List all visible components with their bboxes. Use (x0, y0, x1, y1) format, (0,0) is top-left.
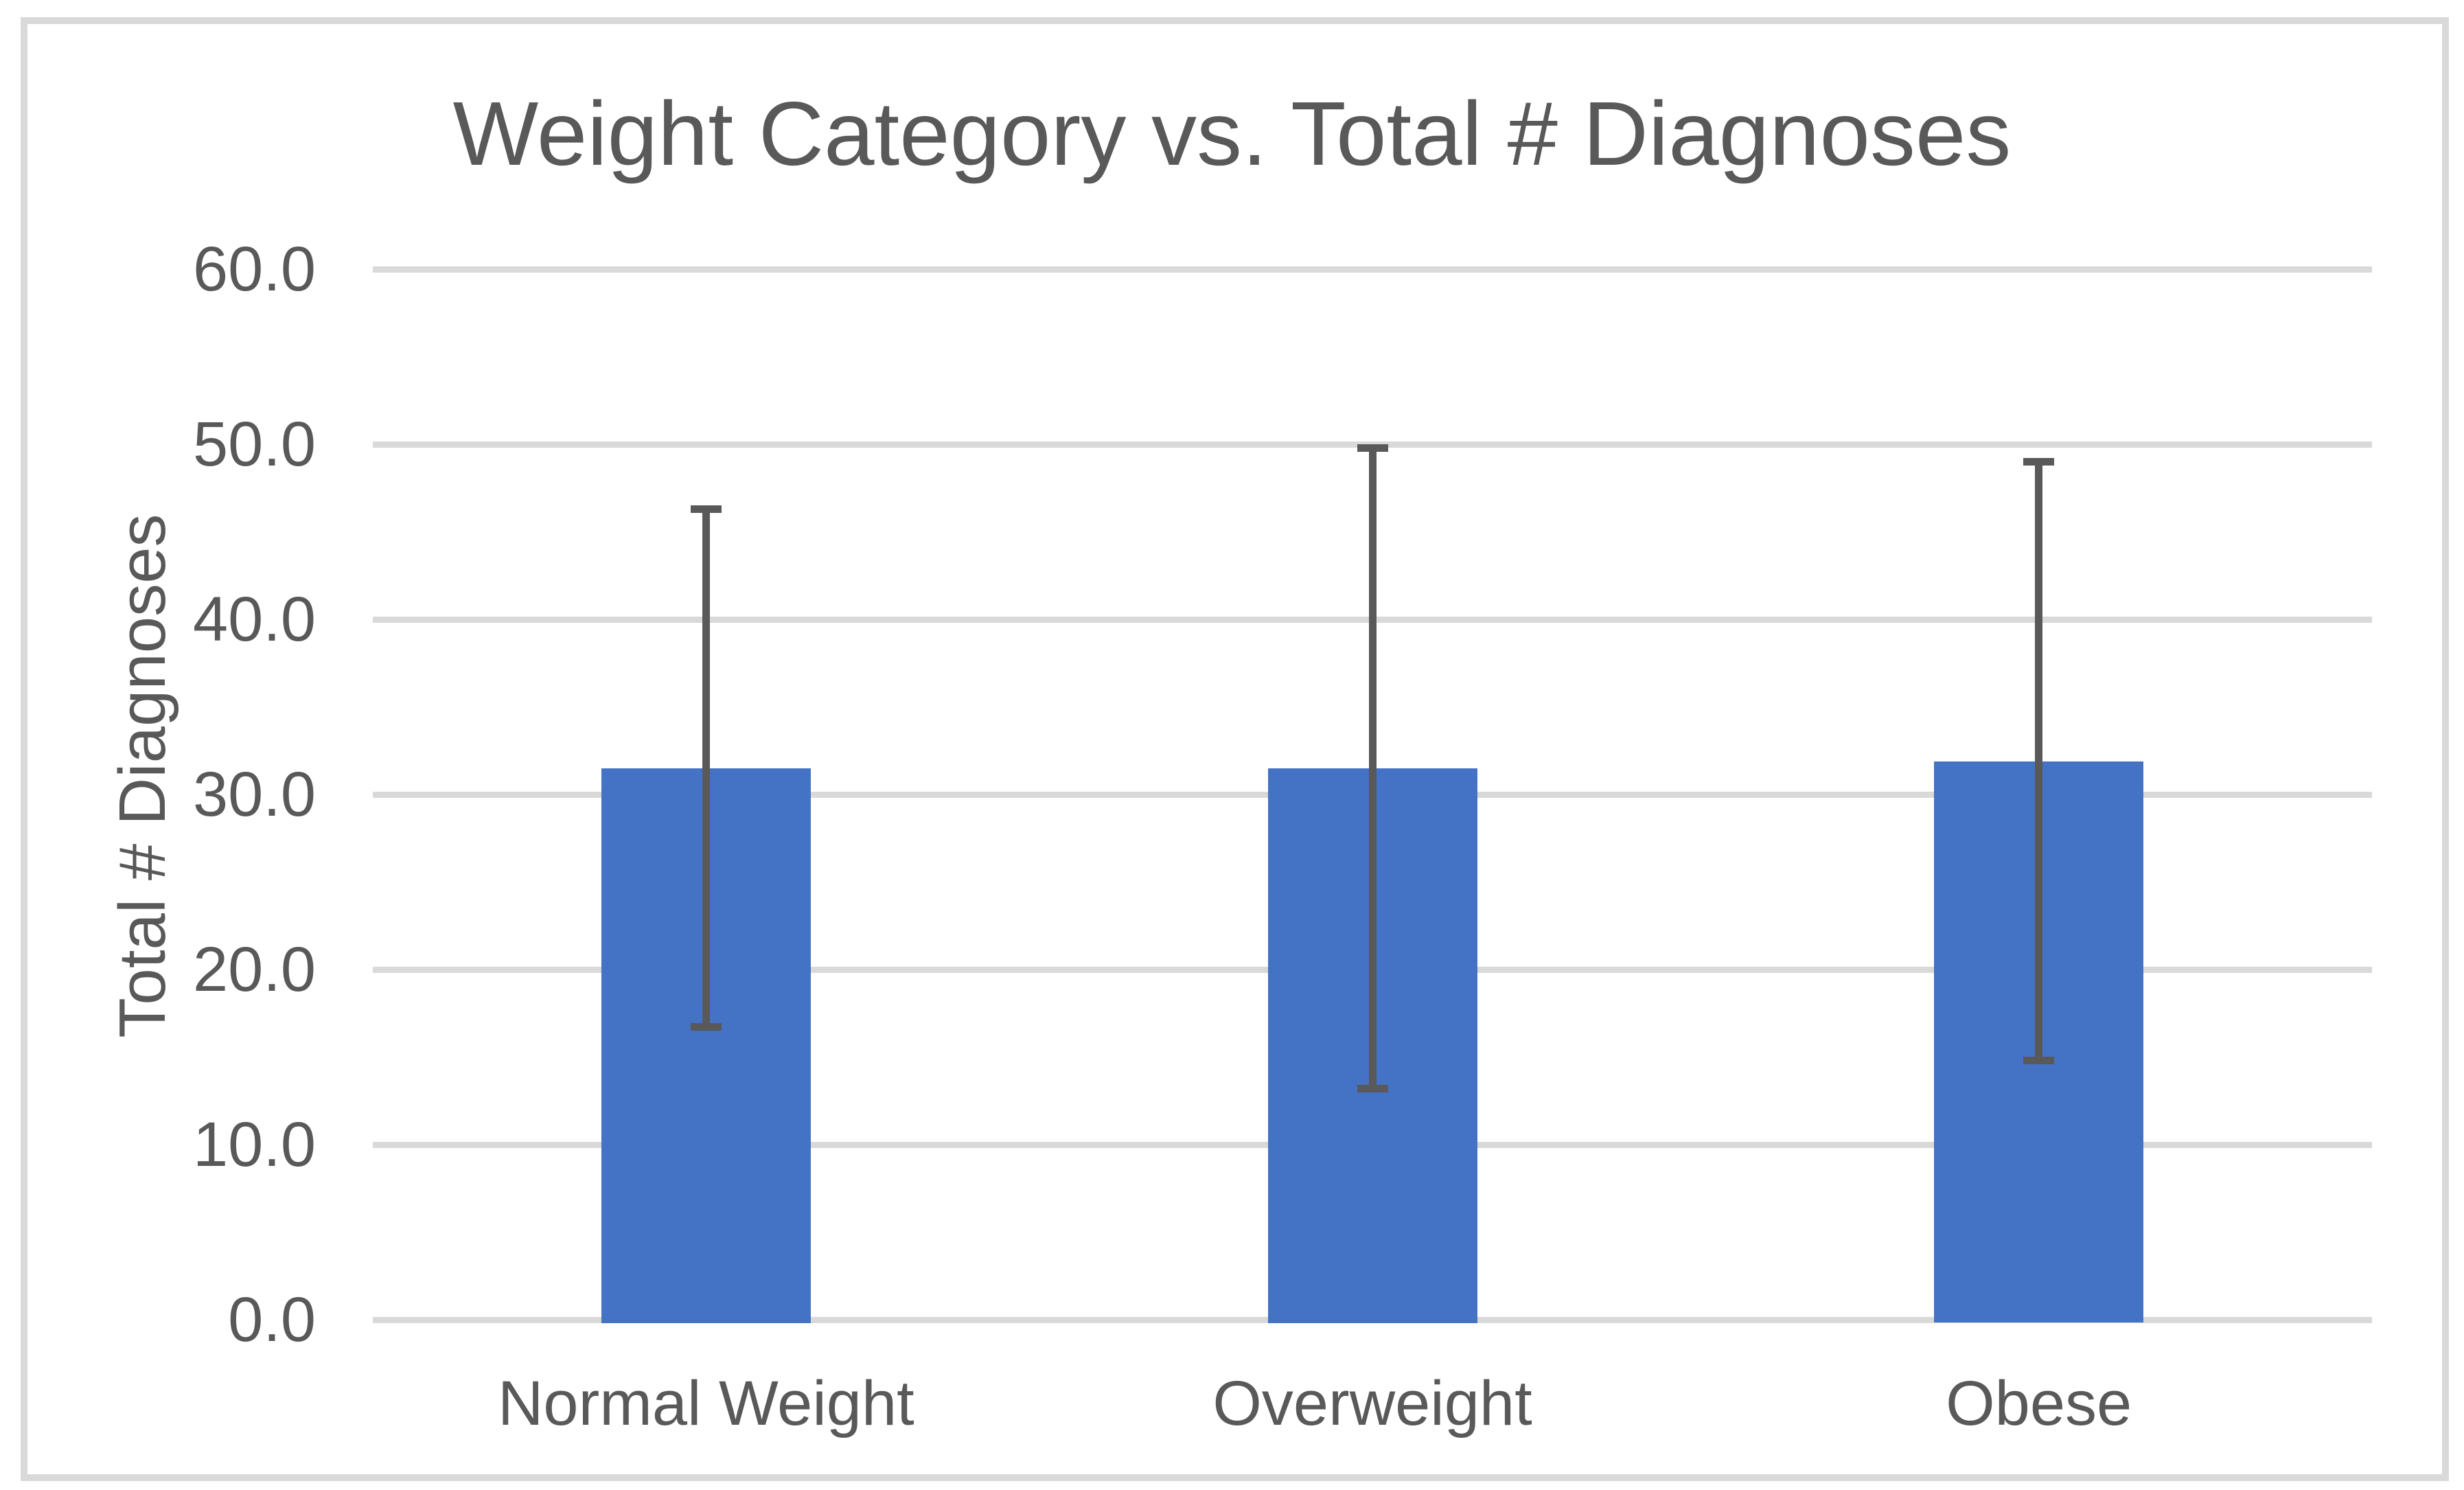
error-bar-obese (2035, 458, 2043, 1064)
chart-border-frame (21, 17, 2449, 1481)
y-tick-label-50.0: 50.0 (192, 409, 316, 479)
y-tick-label-40.0: 40.0 (192, 584, 316, 654)
error-bar-cap-top-normal-weight (690, 505, 722, 514)
y-tick-label-30.0: 30.0 (192, 759, 316, 829)
y-tick-label-60.0: 60.0 (192, 234, 316, 304)
gridline-y-60.0 (373, 266, 2372, 273)
error-bar-cap-bottom-obese (2023, 1056, 2055, 1064)
x-tick-label-normal-weight: Normal Weight (497, 1368, 914, 1439)
y-tick-label-10.0: 10.0 (192, 1110, 316, 1180)
y-tick-label-0.0: 0.0 (228, 1285, 316, 1355)
error-bar-cap-bottom-overweight (1357, 1084, 1388, 1092)
error-bar-cap-top-obese (2023, 458, 2055, 466)
error-bar-normal-weight (702, 505, 710, 1031)
x-tick-label-overweight: Overweight (1212, 1368, 1532, 1439)
chart-title: Weight Category vs. Total # Diagnoses (452, 83, 2012, 184)
error-bar-overweight (1368, 444, 1377, 1092)
x-tick-label-obese: Obese (1946, 1368, 2132, 1439)
y-tick-label-20.0: 20.0 (192, 935, 316, 1005)
error-bar-cap-bottom-normal-weight (690, 1023, 722, 1031)
error-bar-cap-top-overweight (1357, 444, 1388, 452)
